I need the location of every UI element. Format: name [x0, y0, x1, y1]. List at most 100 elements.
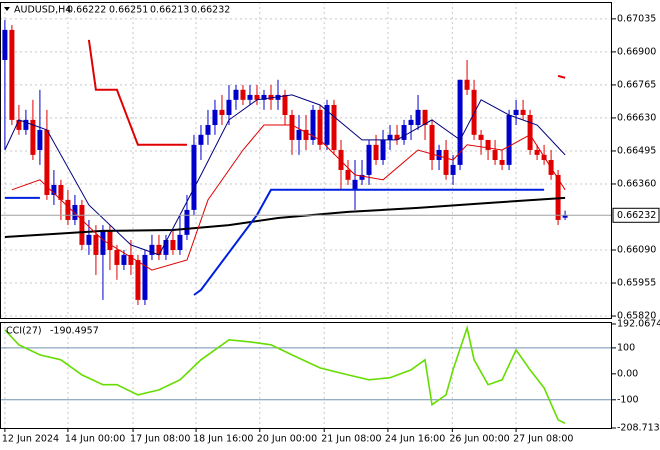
y-tick-label: 0.66765	[617, 79, 656, 90]
x-tick-label: 14 Jun 00:00	[65, 434, 125, 445]
candle-body	[506, 114, 512, 165]
candle-body	[408, 119, 414, 126]
y-tick-label: 192.0674	[617, 319, 660, 330]
current-price-box	[612, 207, 660, 223]
y-tick-label: 0.65820	[617, 311, 656, 322]
candle-body	[310, 109, 316, 140]
high-value: 0.66251	[109, 5, 148, 16]
candle-body	[226, 99, 232, 115]
candle-body	[16, 119, 22, 130]
candle-body	[156, 244, 162, 255]
candle-body	[387, 134, 393, 140]
candle-body	[331, 104, 337, 150]
candle-body	[443, 149, 449, 175]
low-value: 0.66213	[150, 5, 189, 16]
candle-body	[247, 94, 253, 100]
candle-body	[457, 79, 463, 165]
candle-body	[205, 125, 211, 135]
candle-body	[513, 109, 519, 115]
candle-body	[296, 129, 302, 140]
candle-body	[114, 250, 120, 265]
x-tick-label: 27 Jun 08:00	[513, 434, 573, 445]
indicator-line	[11, 124, 566, 271]
candle-body	[359, 174, 365, 180]
y-tick-label: -100	[617, 394, 639, 405]
candle-body	[191, 144, 197, 210]
candle-body	[317, 109, 323, 145]
y-tick-label: 0.00	[617, 368, 638, 379]
candle-body	[163, 239, 169, 255]
candle-body	[30, 119, 36, 155]
candle-body	[254, 94, 260, 100]
cci-title: CCI(27)	[6, 326, 42, 337]
indicator-line	[87, 39, 566, 146]
candle-body	[2, 29, 8, 60]
candle-body	[373, 144, 379, 160]
y-tick-label: 0.67035	[617, 13, 656, 24]
candle-body	[303, 129, 309, 140]
candle-body	[492, 149, 498, 160]
cci-value: -190.4957	[50, 326, 99, 337]
candle-body	[86, 234, 92, 245]
candle-body	[520, 109, 526, 115]
current-price-label: 0.66232	[617, 210, 656, 221]
header: AUDUSD,H4 0.66222 0.66251 0.66213 0.6623…	[4, 5, 230, 16]
candle-body	[184, 209, 190, 235]
cci-panel-frame	[0, 322, 612, 429]
candle-body	[499, 160, 505, 165]
candle-body	[366, 144, 372, 175]
y-tick-label: 0.66495	[617, 145, 656, 156]
candle-body	[345, 170, 351, 180]
candle-body	[100, 229, 106, 255]
indicator-line	[4, 196, 566, 238]
candle-body	[261, 94, 267, 100]
candle-body	[177, 234, 183, 251]
candle-body	[338, 149, 344, 171]
candle-body	[37, 129, 43, 150]
y-tick-label: 0.65955	[617, 278, 656, 289]
x-tick-label: 20 Jun 00:00	[257, 434, 317, 445]
candle-body	[485, 139, 491, 150]
candle-body	[324, 104, 330, 145]
y-tick-label: 0.66360	[617, 178, 656, 189]
candle-body	[121, 254, 127, 265]
candle-body	[534, 149, 540, 155]
candle-body	[72, 205, 78, 220]
candle-body	[380, 139, 386, 160]
candle-body	[275, 94, 281, 100]
open-value: 0.66222	[67, 5, 106, 16]
candle-body	[107, 229, 113, 251]
symbol: AUDUSD,H4	[14, 5, 71, 16]
candle-body	[23, 119, 29, 130]
cci-line	[4, 324, 566, 425]
candle-body	[478, 134, 484, 140]
main-panel-frame	[0, 2, 612, 319]
candle-body	[128, 254, 134, 265]
x-tick-label: 26 Jun 00:00	[449, 434, 509, 445]
x-tick-label: 17 Jun 08:00	[130, 434, 190, 445]
candle-body	[79, 205, 85, 245]
candle-body	[58, 184, 64, 200]
indicator-line	[4, 94, 566, 256]
y-tick-label: 0.66900	[617, 46, 656, 57]
candle-body	[282, 94, 288, 115]
candle-body	[142, 254, 148, 300]
candle-body	[562, 215, 568, 218]
x-tick-label: 24 Jun 16:00	[385, 434, 445, 445]
candle-body	[93, 234, 99, 255]
close-value: 0.66232	[191, 5, 230, 16]
candle-body	[233, 89, 239, 100]
x-tick-label: 21 Jun 08:00	[321, 434, 381, 445]
x-tick-label: 18 Jun 16:00	[193, 434, 253, 445]
y-tick-label: 0.66090	[617, 245, 656, 256]
candle-body	[464, 79, 470, 90]
candle-body	[219, 109, 225, 115]
candle-body	[149, 244, 155, 255]
candle-body	[135, 260, 141, 300]
menu-arrow[interactable]	[4, 7, 10, 11]
candle-body	[65, 199, 71, 220]
x-tick-label: 12 Jun 2024	[2, 434, 59, 445]
candle-body	[401, 125, 407, 140]
candle-body	[289, 114, 295, 140]
